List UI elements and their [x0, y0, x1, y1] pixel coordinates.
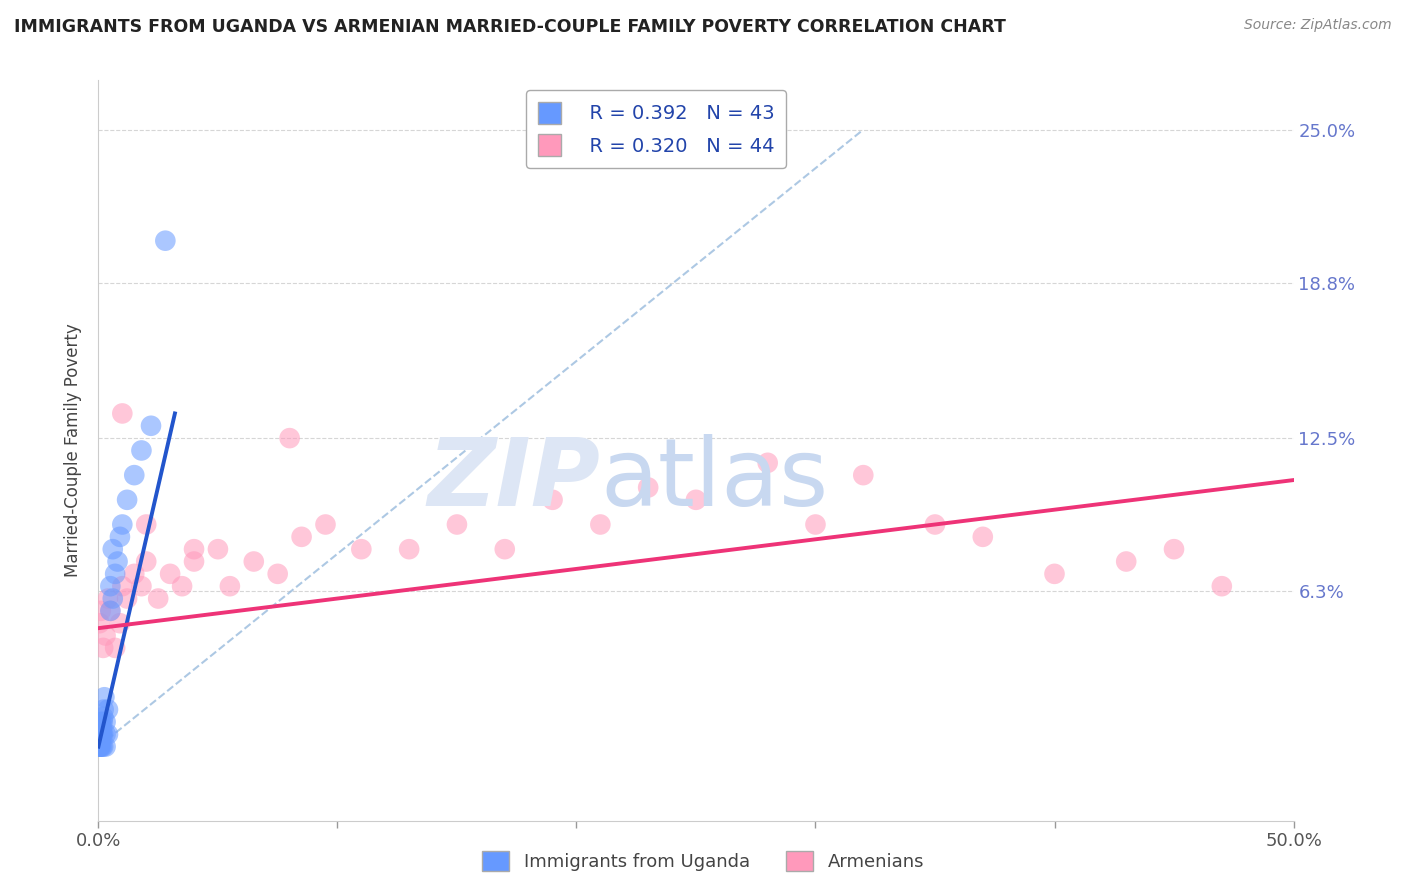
Point: [172, 579, 194, 593]
Point: [89, 734, 111, 748]
Point: [685, 492, 707, 507]
Point: [135, 517, 157, 532]
Point: [97, 727, 120, 741]
Point: [90, 714, 112, 729]
Point: [89, 727, 111, 741]
Point: [107, 555, 129, 569]
Point: [398, 542, 420, 557]
Point: [115, 591, 138, 606]
Point: [131, 579, 153, 593]
Legend:   R = 0.392   N = 43,   R = 0.320   N = 44: R = 0.392 N = 43, R = 0.320 N = 44: [526, 90, 786, 168]
Point: [91, 727, 114, 741]
Point: [155, 234, 177, 248]
Point: [1115, 555, 1137, 569]
Point: [97, 703, 120, 717]
Point: [94, 739, 117, 754]
Point: [94, 629, 117, 643]
Point: [1163, 542, 1185, 557]
Point: [89, 727, 111, 741]
Point: [589, 517, 612, 532]
Point: [97, 591, 120, 606]
Point: [101, 591, 124, 606]
Point: [315, 517, 337, 532]
Point: [291, 530, 314, 544]
Point: [101, 542, 124, 557]
Point: [94, 714, 117, 729]
Point: [278, 431, 301, 445]
Point: [89, 739, 111, 754]
Point: [111, 517, 134, 532]
Point: [90, 727, 112, 741]
Point: [124, 566, 146, 581]
Point: [852, 468, 875, 483]
Point: [637, 481, 659, 495]
Point: [111, 579, 134, 593]
Point: [124, 468, 146, 483]
Point: [219, 579, 242, 593]
Point: [243, 555, 266, 569]
Legend: Immigrants from Uganda, Armenians: Immigrants from Uganda, Armenians: [475, 844, 931, 879]
Point: [183, 555, 205, 569]
Point: [90, 727, 112, 741]
Text: atlas: atlas: [600, 434, 828, 526]
Point: [115, 492, 138, 507]
Point: [89, 616, 111, 631]
Point: [446, 517, 468, 532]
Point: [91, 710, 114, 724]
Point: [98, 604, 122, 618]
Point: [756, 456, 779, 470]
Point: [131, 443, 153, 458]
Point: [91, 727, 114, 741]
Point: [89, 739, 111, 754]
Point: [1043, 566, 1066, 581]
Point: [89, 720, 111, 734]
Point: [91, 739, 114, 754]
Point: [90, 727, 112, 741]
Point: [267, 566, 290, 581]
Point: [87, 739, 110, 754]
Point: [91, 720, 114, 734]
Point: [207, 542, 229, 557]
Point: [90, 714, 112, 729]
Point: [89, 739, 111, 754]
Point: [350, 542, 373, 557]
Point: [1211, 579, 1233, 593]
Point: [924, 517, 946, 532]
Point: [94, 727, 117, 741]
Point: [804, 517, 827, 532]
Point: [93, 690, 115, 705]
Point: [89, 732, 111, 747]
Point: [91, 714, 114, 729]
Point: [108, 530, 131, 544]
Point: [98, 604, 122, 618]
Point: [90, 739, 112, 754]
Text: Source: ZipAtlas.com: Source: ZipAtlas.com: [1244, 18, 1392, 32]
Y-axis label: Married-Couple Family Poverty: Married-Couple Family Poverty: [65, 324, 83, 577]
Point: [91, 739, 114, 754]
Point: [111, 407, 134, 421]
Point: [91, 640, 114, 655]
Point: [159, 566, 181, 581]
Point: [108, 616, 131, 631]
Point: [90, 604, 112, 618]
Point: [104, 640, 127, 655]
Text: IMMIGRANTS FROM UGANDA VS ARMENIAN MARRIED-COUPLE FAMILY POVERTY CORRELATION CHA: IMMIGRANTS FROM UGANDA VS ARMENIAN MARRI…: [14, 18, 1005, 36]
Point: [89, 727, 111, 741]
Point: [541, 492, 564, 507]
Point: [93, 703, 115, 717]
Text: ZIP: ZIP: [427, 434, 600, 526]
Point: [494, 542, 516, 557]
Point: [135, 555, 157, 569]
Point: [148, 591, 170, 606]
Point: [972, 530, 994, 544]
Point: [183, 542, 205, 557]
Point: [139, 418, 162, 433]
Point: [104, 566, 127, 581]
Point: [98, 579, 122, 593]
